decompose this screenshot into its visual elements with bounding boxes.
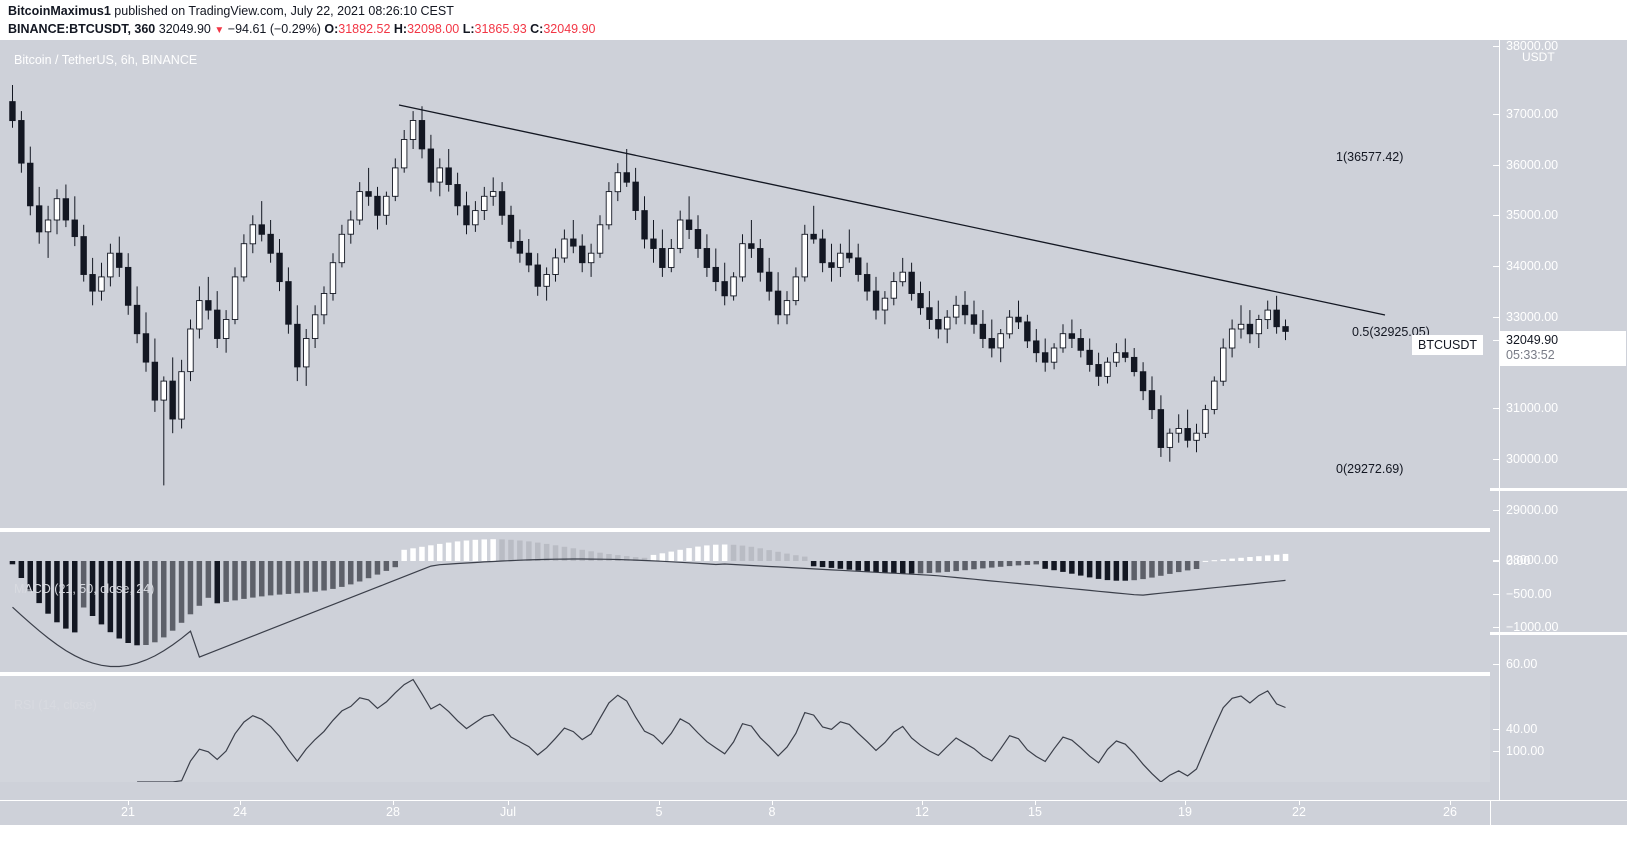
time-label: 12: [915, 805, 929, 819]
time-label: 22: [1292, 805, 1306, 819]
time-label: Jul: [500, 805, 516, 819]
rsi-pane[interactable]: RSI (14, close): [0, 676, 1490, 782]
time-tick: [1035, 800, 1036, 805]
price-tick-35000: 35000.00: [1506, 208, 1559, 222]
footer: TradingView: [0, 825, 1627, 867]
price-change: −94.61 (−0.29%): [227, 22, 321, 36]
macd-tick-0: 0.00: [1506, 554, 1531, 568]
rsi-tick-40: 40.00: [1506, 722, 1538, 736]
symbol-label[interactable]: BINANCE:BTCUSDT,: [8, 22, 131, 36]
high-label: H:: [393, 22, 408, 36]
time-label: 28: [386, 805, 400, 819]
currency-unit-label: USDT: [1522, 50, 1555, 64]
time-tick: [772, 800, 773, 805]
time-label: 5: [655, 805, 663, 819]
fib-label-05: 0.5(32925.05): [1352, 325, 1430, 339]
last-price-value: 32049.90: [158, 22, 211, 36]
price-scale[interactable]: USDT 38000.00 37000.00 36000.00 35000.00…: [1412, 39, 1627, 800]
time-scale-vline: [1490, 800, 1491, 825]
time-tick: [128, 800, 129, 805]
price-pane-legend: Bitcoin / TetherUS, 6h, BINANCE: [14, 53, 198, 67]
rsi-pane-legend: RSI (14, close): [14, 698, 97, 712]
price-tick-33000: 33000.00: [1506, 310, 1559, 324]
author-name: BitcoinMaximus1: [8, 4, 111, 18]
time-tick: [393, 800, 394, 805]
time-tick: [922, 800, 923, 805]
macd-svg: [9, 539, 1289, 668]
published-text: published on TradingView.com, July 22, 2…: [114, 4, 454, 18]
publish-info-line: BitcoinMaximus1 published on TradingView…: [8, 3, 454, 19]
macd-tick-minus500: −500.00: [1506, 587, 1552, 601]
price-pane[interactable]: Bitcoin / TetherUS, 6h, BINANCE 1(36577.…: [0, 40, 1490, 528]
time-scale-topline: [0, 800, 1627, 801]
rsi-tick-60: 60.00: [1506, 657, 1538, 671]
price-tick-30000: 30000.00: [1506, 452, 1559, 466]
rsi-pane-lower-band: [0, 782, 1490, 800]
time-label: 19: [1178, 805, 1192, 819]
macd-tick-minus1000: −1000.00: [1506, 620, 1559, 634]
price-tick-36000: 36000.00: [1506, 158, 1559, 172]
price-tick-28000: 28000.00: [1506, 553, 1559, 567]
macd-pane-legend: MACD (21, 50, close, 24): [14, 582, 155, 596]
price-tick-29000: 29000.00: [1506, 503, 1559, 517]
time-tick: [508, 800, 509, 805]
fib-label-1: 1(36577.42): [1336, 150, 1404, 164]
high-value: 32098.00: [407, 22, 460, 36]
price-tick-37000: 37000.00: [1506, 107, 1559, 121]
time-label: 24: [233, 805, 247, 819]
low-value: 31865.93: [474, 22, 527, 36]
scale-separator-1: [1490, 488, 1627, 491]
scale-vertical-line: [1499, 40, 1500, 800]
time-tick: [1450, 800, 1451, 805]
time-label: 21: [121, 805, 135, 819]
price-tick-38000: 38000.00: [1506, 39, 1559, 53]
last-price-badge: 32049.90 05:33:52: [1500, 331, 1626, 366]
time-tick: [1299, 800, 1300, 805]
time-scale[interactable]: 21 24 28 Jul 5 8 12 15 19 22 26: [0, 800, 1627, 825]
close-label: C:: [530, 22, 544, 36]
symbol-tag[interactable]: BTCUSDT: [1412, 335, 1484, 355]
price-candles-svg: [9, 85, 1386, 486]
fib-label-0: 0(29272.69): [1336, 462, 1404, 476]
scale-separator-2: [1490, 632, 1627, 635]
time-tick: [240, 800, 241, 805]
time-tick: [659, 800, 660, 805]
close-value: 32049.90: [543, 22, 596, 36]
price-tick-34000: 34000.00: [1506, 259, 1559, 273]
pane-separator-2: [0, 672, 1627, 675]
open-value: 31892.52: [338, 22, 391, 36]
pane-separator-1: [0, 528, 1627, 531]
chart-area[interactable]: Bitcoin / TetherUS, 6h, BINANCE 1(36577.…: [0, 40, 1627, 800]
down-triangle-icon: ▼: [214, 25, 225, 36]
time-label: 15: [1028, 805, 1042, 819]
time-tick: [1185, 800, 1186, 805]
time-label: 26: [1443, 805, 1457, 819]
downtrend-line: [398, 104, 1386, 316]
price-tick-31000: 31000.00: [1506, 401, 1559, 415]
time-label: 8: [768, 805, 776, 819]
last-price-badge-value: 32049.90: [1506, 333, 1559, 347]
open-label: O:: [324, 22, 339, 36]
rsi-svg: [137, 678, 1286, 782]
rsi-tick-100: 100.00: [1506, 745, 1545, 755]
low-label: L:: [462, 22, 475, 36]
interval-label[interactable]: 360: [134, 22, 156, 36]
symbol-quote-line: BINANCE:BTCUSDT, 360 32049.90 ▼ −94.61 (…: [8, 21, 596, 39]
macd-pane[interactable]: MACD (21, 50, close, 24): [0, 532, 1490, 672]
bar-countdown: 05:33:52: [1506, 348, 1555, 362]
